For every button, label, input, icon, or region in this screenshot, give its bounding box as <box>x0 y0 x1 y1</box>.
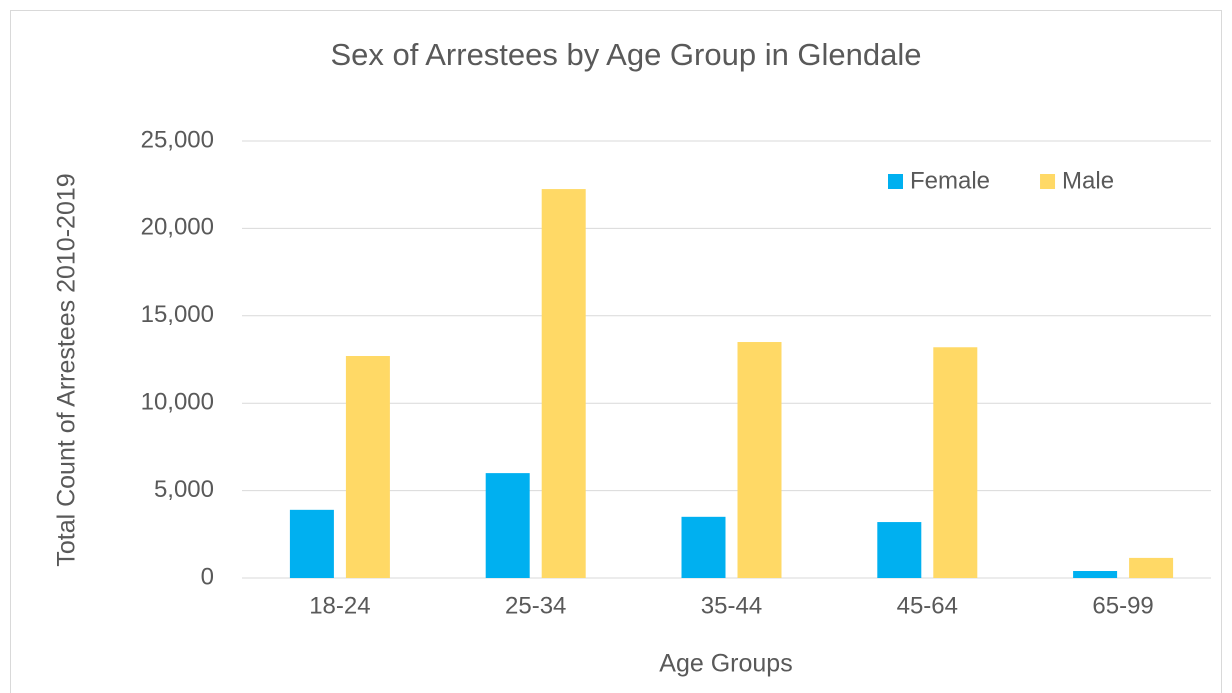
legend-swatch <box>888 174 903 189</box>
y-axis-label: Total Count of Arrestees 2010-2019 <box>53 173 81 566</box>
y-tick-label: 15,000 <box>141 301 214 328</box>
x-tick-label: 25-34 <box>505 592 566 619</box>
bar <box>485 473 530 578</box>
bar <box>345 356 390 578</box>
x-tick-label: 65-99 <box>1092 592 1153 619</box>
bar <box>289 509 334 578</box>
bar <box>1073 571 1118 578</box>
x-axis-label: Age Groups <box>659 650 792 678</box>
x-tick-label: 18-24 <box>309 592 370 619</box>
bar <box>541 189 586 578</box>
legend-label: Female <box>910 167 990 194</box>
bar <box>681 516 726 578</box>
chart-title: Sex of Arrestees by Age Group in Glendal… <box>330 37 921 72</box>
bar <box>877 522 922 578</box>
bar <box>1129 557 1174 578</box>
y-tick-label: 0 <box>201 563 214 590</box>
x-tick-label: 35-44 <box>701 592 762 619</box>
x-tick-label: 45-64 <box>897 592 958 619</box>
legend-label: Male <box>1062 167 1114 194</box>
bar <box>737 342 782 578</box>
y-tick-label: 25,000 <box>141 126 214 153</box>
chart-border <box>10 10 1222 693</box>
legend-swatch <box>1040 174 1056 189</box>
y-tick-label: 10,000 <box>141 389 214 416</box>
y-tick-label: 5,000 <box>154 476 214 503</box>
bar <box>933 347 978 578</box>
y-tick-label: 20,000 <box>141 214 214 241</box>
